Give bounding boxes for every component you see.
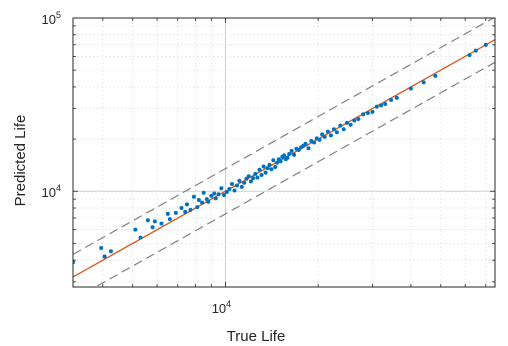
data-point xyxy=(235,183,239,187)
data-point xyxy=(219,186,223,190)
data-point xyxy=(247,174,251,178)
tick-labels: 104 104 105 xyxy=(42,10,232,316)
data-point xyxy=(188,208,192,212)
fit-line xyxy=(73,40,495,277)
data-point xyxy=(271,158,275,162)
data-point xyxy=(332,127,336,131)
data-point xyxy=(192,195,196,199)
data-point xyxy=(267,163,271,167)
data-point xyxy=(139,236,143,240)
data-point xyxy=(349,123,353,127)
y-tick-label: 104 xyxy=(42,183,61,200)
x-axis-label: True Life xyxy=(227,328,286,345)
data-point xyxy=(202,191,206,195)
data-points xyxy=(71,43,488,264)
data-point xyxy=(253,172,257,176)
data-point xyxy=(212,192,216,196)
data-point xyxy=(389,98,393,102)
data-point xyxy=(146,218,150,222)
data-point xyxy=(290,149,294,153)
fit-line-layer xyxy=(73,40,495,277)
data-point xyxy=(206,200,210,204)
data-point xyxy=(185,202,189,206)
y-tick-label: 105 xyxy=(42,10,61,27)
data-point xyxy=(468,53,472,57)
data-point xyxy=(242,181,246,185)
data-point xyxy=(338,124,342,128)
data-point xyxy=(230,182,234,186)
data-point xyxy=(356,117,360,121)
data-point xyxy=(197,198,201,202)
data-point xyxy=(260,173,264,177)
data-point xyxy=(287,152,291,156)
data-point xyxy=(474,49,478,53)
data-point xyxy=(275,161,279,165)
data-point xyxy=(103,254,107,258)
data-point xyxy=(200,201,204,205)
data-point xyxy=(352,119,356,123)
upper-band-line xyxy=(73,17,495,254)
data-point xyxy=(264,171,268,175)
data-point xyxy=(329,133,333,137)
data-point xyxy=(409,86,413,90)
data-point xyxy=(255,176,259,180)
data-point xyxy=(133,228,137,232)
data-point xyxy=(227,187,231,191)
data-point xyxy=(279,159,283,163)
data-point xyxy=(273,165,277,169)
data-point xyxy=(232,188,236,192)
tick-marks xyxy=(73,18,495,287)
data-point xyxy=(183,210,187,214)
data-point xyxy=(304,142,308,146)
data-point xyxy=(361,112,365,116)
data-point xyxy=(222,193,226,197)
data-point xyxy=(292,153,296,157)
data-point xyxy=(370,110,374,114)
data-point xyxy=(282,153,286,157)
data-point xyxy=(179,206,183,210)
data-point xyxy=(217,192,221,196)
data-point xyxy=(433,74,437,78)
data-point xyxy=(395,96,399,100)
data-point xyxy=(214,196,218,200)
data-point xyxy=(318,138,322,142)
data-point xyxy=(422,80,426,84)
data-point xyxy=(159,222,163,226)
axes-box xyxy=(73,18,495,287)
data-point xyxy=(99,246,103,250)
data-point xyxy=(335,130,339,134)
data-point xyxy=(285,156,289,160)
data-point xyxy=(168,217,172,221)
y-axis-label: Predicted Life xyxy=(12,115,29,207)
data-point xyxy=(269,167,273,171)
data-point xyxy=(258,168,262,172)
data-point xyxy=(262,164,266,168)
data-point xyxy=(383,102,387,106)
data-point xyxy=(366,111,370,115)
lower-band-line xyxy=(73,62,495,299)
data-point xyxy=(109,249,113,253)
x-tick-label: 104 xyxy=(212,299,231,316)
data-point xyxy=(306,146,310,150)
data-point xyxy=(166,212,170,216)
data-point xyxy=(237,179,241,183)
data-point xyxy=(323,135,327,139)
data-point xyxy=(195,205,199,209)
data-point xyxy=(312,141,316,145)
data-point xyxy=(326,130,330,134)
plot-area xyxy=(71,17,495,300)
data-point xyxy=(342,127,346,131)
data-point xyxy=(375,105,379,109)
data-point xyxy=(251,176,255,180)
data-point xyxy=(484,43,488,47)
data-point xyxy=(151,225,155,229)
data-point xyxy=(379,103,383,107)
grid xyxy=(73,18,495,287)
data-point xyxy=(174,211,178,215)
data-point xyxy=(153,219,157,223)
data-point xyxy=(240,185,244,189)
data-point xyxy=(345,121,349,125)
